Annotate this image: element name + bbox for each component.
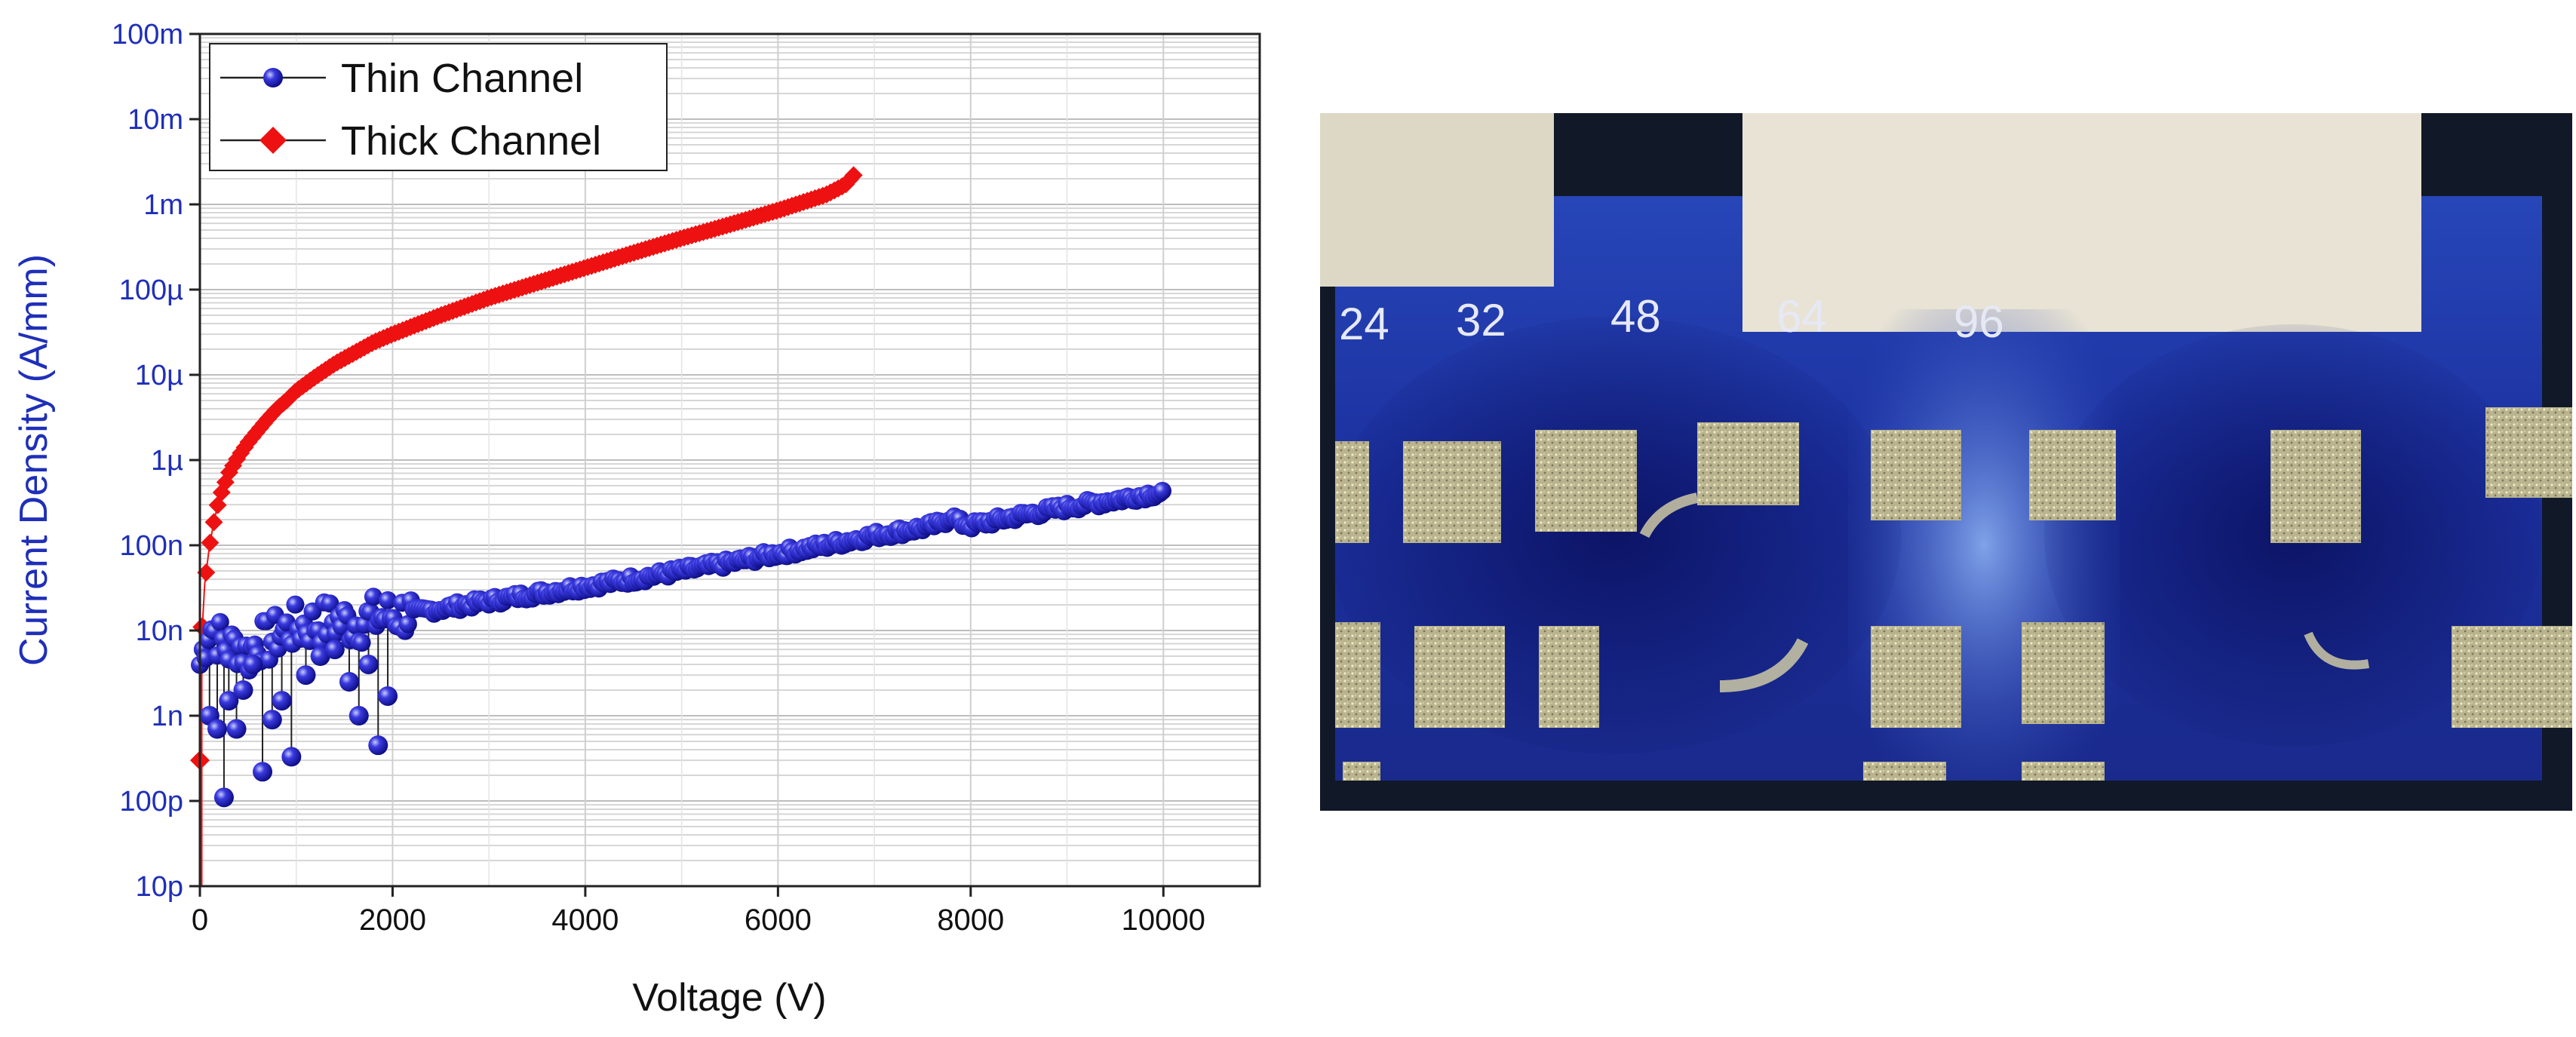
pad: [2452, 626, 2572, 728]
legend-label-thin: Thin Channel: [341, 56, 583, 101]
y-tick-label: 100m: [112, 19, 183, 51]
pad: [2271, 430, 2361, 543]
pad: [1403, 441, 1501, 543]
x-tick-label: 10000: [1122, 904, 1205, 937]
thin-channel-point: [1153, 481, 1171, 500]
pad-strip-bottom-mid: [1863, 762, 1946, 781]
thin-channel-point: [321, 594, 339, 613]
thin-channel-point: [324, 640, 345, 660]
pad: [1414, 626, 1505, 728]
thin-channel-point: [296, 665, 316, 686]
pad: [1871, 430, 1961, 520]
device-micrograph: 24 32 48 64 96: [1320, 113, 2572, 811]
thin-channel-point: [378, 686, 398, 706]
x-tick-label: 2000: [359, 904, 426, 937]
series-thin-channel: [191, 481, 1171, 808]
thin-channel-point: [219, 691, 239, 711]
pad: [1335, 441, 1369, 543]
pad-row-bottom: [1335, 622, 2572, 728]
current-density-chart: 10p 100p 1n 10n 100n 1µ 10µ 100µ 1m 10m 100m 0 2000…: [12, 19, 1261, 1020]
thin-channel-point: [398, 615, 417, 634]
arc-mark-left: [1639, 492, 1699, 538]
thin-channel-point: [210, 612, 229, 631]
arc-mark-left-lower: [1719, 638, 1809, 692]
thin-channel-point: [253, 762, 273, 782]
x-tick-label: 6000: [745, 904, 812, 937]
y-tick-label: 10p: [136, 871, 183, 903]
pad-row-top: [1335, 407, 2572, 543]
y-tick-label: 1m: [143, 189, 183, 221]
pad: [1335, 622, 1380, 728]
y-tick-label: 100p: [119, 786, 183, 818]
thin-channel-point: [339, 672, 359, 692]
series-layer: [190, 166, 1171, 886]
y-tick-label: 10m: [127, 104, 183, 136]
thick-channel-point: [197, 563, 216, 582]
top-contact-right: [1742, 113, 2421, 332]
pad: [2022, 622, 2105, 724]
y-tick-labels: 10p 100p 1n 10n 100n 1µ 10µ 100µ 1m 10m 100m: [112, 19, 200, 903]
top-contact-left: [1320, 113, 1554, 287]
thin-channel-point: [213, 787, 234, 808]
y-tick-label: 100µ: [119, 275, 183, 306]
series-thick-channel: [190, 166, 863, 886]
thin-channel-point: [281, 747, 302, 767]
photo-label-48: 48: [1610, 291, 1661, 342]
thin-channel-point: [379, 591, 398, 609]
y-tick-label: 1n: [152, 701, 183, 732]
x-tick-label: 4000: [551, 904, 619, 937]
y-tick-label: 100n: [119, 530, 183, 562]
pad-strip-bottom-right: [2022, 762, 2105, 781]
photo-label-64: 64: [1776, 291, 1827, 342]
thin-channel-point: [226, 719, 247, 739]
photo-label-96: 96: [1954, 296, 2004, 347]
pad: [1539, 626, 1599, 728]
thick-channel-point: [204, 513, 223, 532]
thin-channel-point: [233, 680, 253, 700]
thin-channel-point: [243, 654, 263, 674]
pad: [2485, 407, 2572, 498]
legend-label-thick: Thick Channel: [341, 118, 601, 164]
thick-channel-point: [844, 166, 863, 185]
pad: [2029, 430, 2116, 520]
x-tick-labels: 0 2000 4000 6000 8000 10000: [192, 886, 1205, 937]
thin-channel-point: [286, 595, 305, 614]
photo-label-32: 32: [1456, 295, 1506, 345]
legend-box: [209, 43, 668, 171]
thin-channel-point: [207, 719, 227, 739]
thin-channel-point: [352, 634, 371, 652]
thin-channel-point: [262, 710, 282, 730]
y-axis-title: Current Density (A/mm): [12, 254, 56, 666]
y-tick-label: 1µ: [151, 445, 183, 477]
pad: [1871, 626, 1961, 728]
thin-channel-point: [364, 588, 382, 606]
thin-channel-point: [358, 654, 379, 674]
pad: [1535, 430, 1637, 532]
legend-marker-thick: [259, 127, 287, 154]
thick-channel-point: [201, 533, 220, 552]
thin-channel-point: [368, 735, 388, 756]
thin-channel-point: [348, 706, 369, 726]
arc-mark-right: [2304, 631, 2369, 670]
x-tick-label: 8000: [937, 904, 1004, 937]
x-axis-title: Voltage (V): [632, 976, 826, 1020]
thin-channel-point: [272, 691, 292, 711]
y-tick-label: 10n: [136, 615, 183, 647]
legend: Thin Channel Thick Channel: [209, 43, 668, 171]
y-tick-label: 10µ: [135, 360, 183, 391]
x-tick-label: 0: [192, 904, 208, 937]
legend-marker-thin: [263, 68, 283, 87]
pad-strip-bottom-left: [1343, 762, 1380, 781]
pad: [1697, 422, 1799, 505]
photo-label-24: 24: [1339, 299, 1389, 349]
